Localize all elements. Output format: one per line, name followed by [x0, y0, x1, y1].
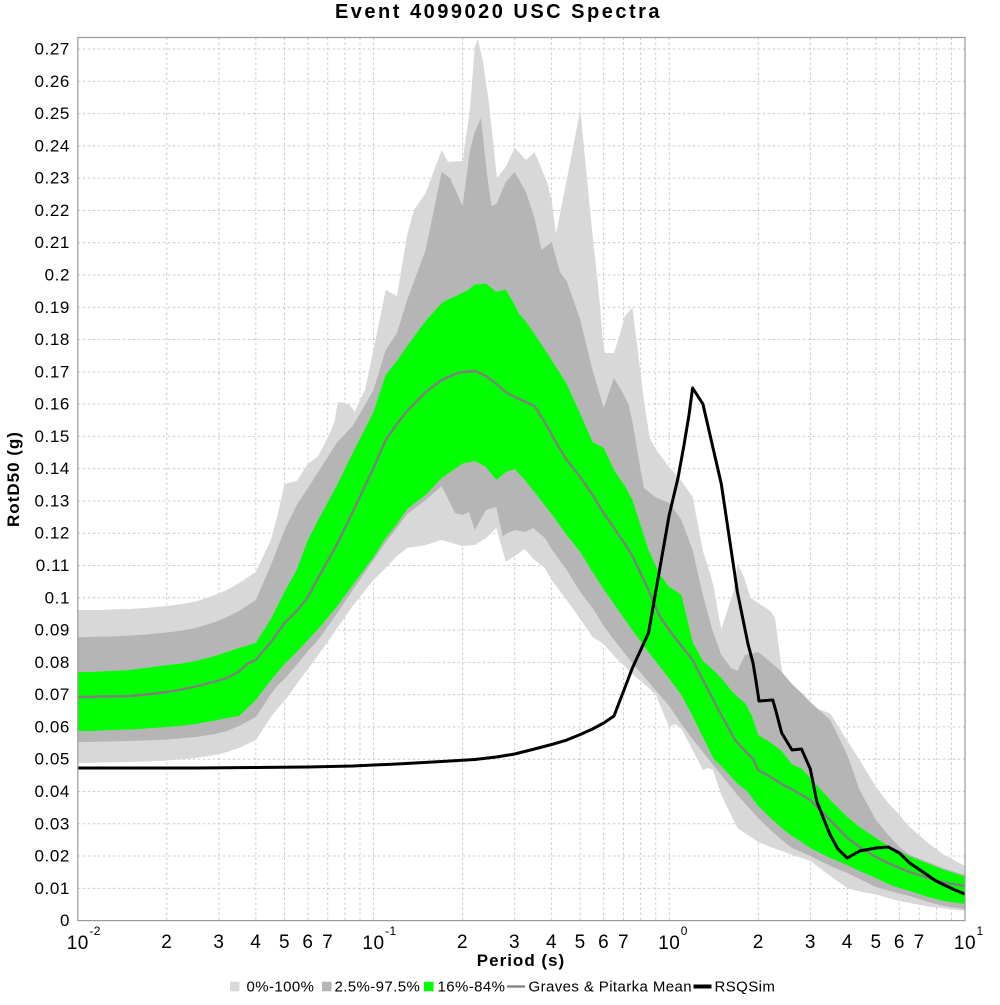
svg-text:5: 5: [575, 932, 586, 953]
svg-text:10: 10: [658, 933, 680, 954]
svg-text:3: 3: [509, 932, 520, 953]
svg-text:Event 4099020 USC Spectra: Event 4099020 USC Spectra: [335, 1, 662, 23]
svg-text:0.01: 0.01: [35, 879, 71, 898]
svg-text:2: 2: [753, 932, 764, 953]
svg-text:-2: -2: [89, 924, 101, 938]
svg-text:0.23: 0.23: [35, 169, 71, 188]
svg-text:5: 5: [279, 932, 290, 953]
svg-text:7: 7: [322, 932, 333, 953]
svg-text:4: 4: [842, 932, 853, 953]
svg-text:0.27: 0.27: [35, 40, 71, 59]
svg-text:0.06: 0.06: [35, 717, 71, 736]
svg-text:3: 3: [805, 932, 816, 953]
svg-text:6: 6: [894, 932, 905, 953]
svg-text:0.21: 0.21: [35, 233, 71, 252]
svg-text:0.13: 0.13: [35, 492, 71, 511]
svg-text:0: 0: [681, 924, 688, 938]
svg-text:7: 7: [618, 932, 629, 953]
svg-text:10: 10: [954, 933, 976, 954]
svg-text:0.07: 0.07: [35, 685, 71, 704]
svg-text:RSQSim: RSQSim: [715, 979, 776, 996]
svg-text:-1: -1: [385, 924, 397, 938]
svg-text:Graves & Pitarka Mean: Graves & Pitarka Mean: [529, 979, 692, 996]
svg-text:0.22: 0.22: [35, 201, 71, 220]
svg-text:0.12: 0.12: [35, 524, 71, 543]
svg-text:3: 3: [213, 932, 224, 953]
svg-text:10: 10: [362, 933, 384, 954]
svg-text:0.2: 0.2: [45, 266, 70, 285]
svg-text:0.09: 0.09: [35, 621, 71, 640]
svg-text:0.18: 0.18: [35, 330, 71, 349]
svg-text:0.14: 0.14: [35, 459, 71, 478]
svg-text:0.11: 0.11: [36, 556, 70, 575]
svg-text:0.1: 0.1: [45, 588, 70, 607]
svg-text:0.08: 0.08: [35, 653, 71, 672]
svg-text:2: 2: [457, 932, 468, 953]
svg-text:0.25: 0.25: [35, 104, 71, 123]
svg-text:0.15: 0.15: [35, 427, 71, 446]
svg-text:16%-84%: 16%-84%: [438, 979, 506, 996]
svg-text:0.04: 0.04: [35, 782, 71, 801]
svg-text:Period (s): Period (s): [477, 951, 565, 970]
svg-text:5: 5: [870, 932, 881, 953]
svg-text:0.17: 0.17: [35, 362, 71, 381]
svg-text:0.03: 0.03: [35, 814, 71, 833]
svg-text:0.02: 0.02: [35, 847, 71, 866]
svg-text:7: 7: [914, 932, 925, 953]
svg-text:0.24: 0.24: [35, 136, 71, 155]
svg-text:4: 4: [546, 932, 557, 953]
svg-text:6: 6: [598, 932, 609, 953]
svg-text:0.26: 0.26: [35, 72, 71, 91]
svg-text:4: 4: [250, 932, 261, 953]
svg-text:2: 2: [161, 932, 172, 953]
svg-text:0.19: 0.19: [35, 298, 71, 317]
svg-text:2.5%-97.5%: 2.5%-97.5%: [335, 979, 421, 996]
svg-text:0.16: 0.16: [35, 395, 71, 414]
svg-text:0: 0: [60, 911, 70, 930]
svg-text:1: 1: [977, 924, 984, 938]
svg-text:RotD50 (g): RotD50 (g): [4, 431, 23, 527]
svg-text:10: 10: [67, 933, 89, 954]
svg-text:6: 6: [302, 932, 313, 953]
svg-text:0%-100%: 0%-100%: [247, 979, 315, 996]
svg-text:0.05: 0.05: [35, 750, 71, 769]
